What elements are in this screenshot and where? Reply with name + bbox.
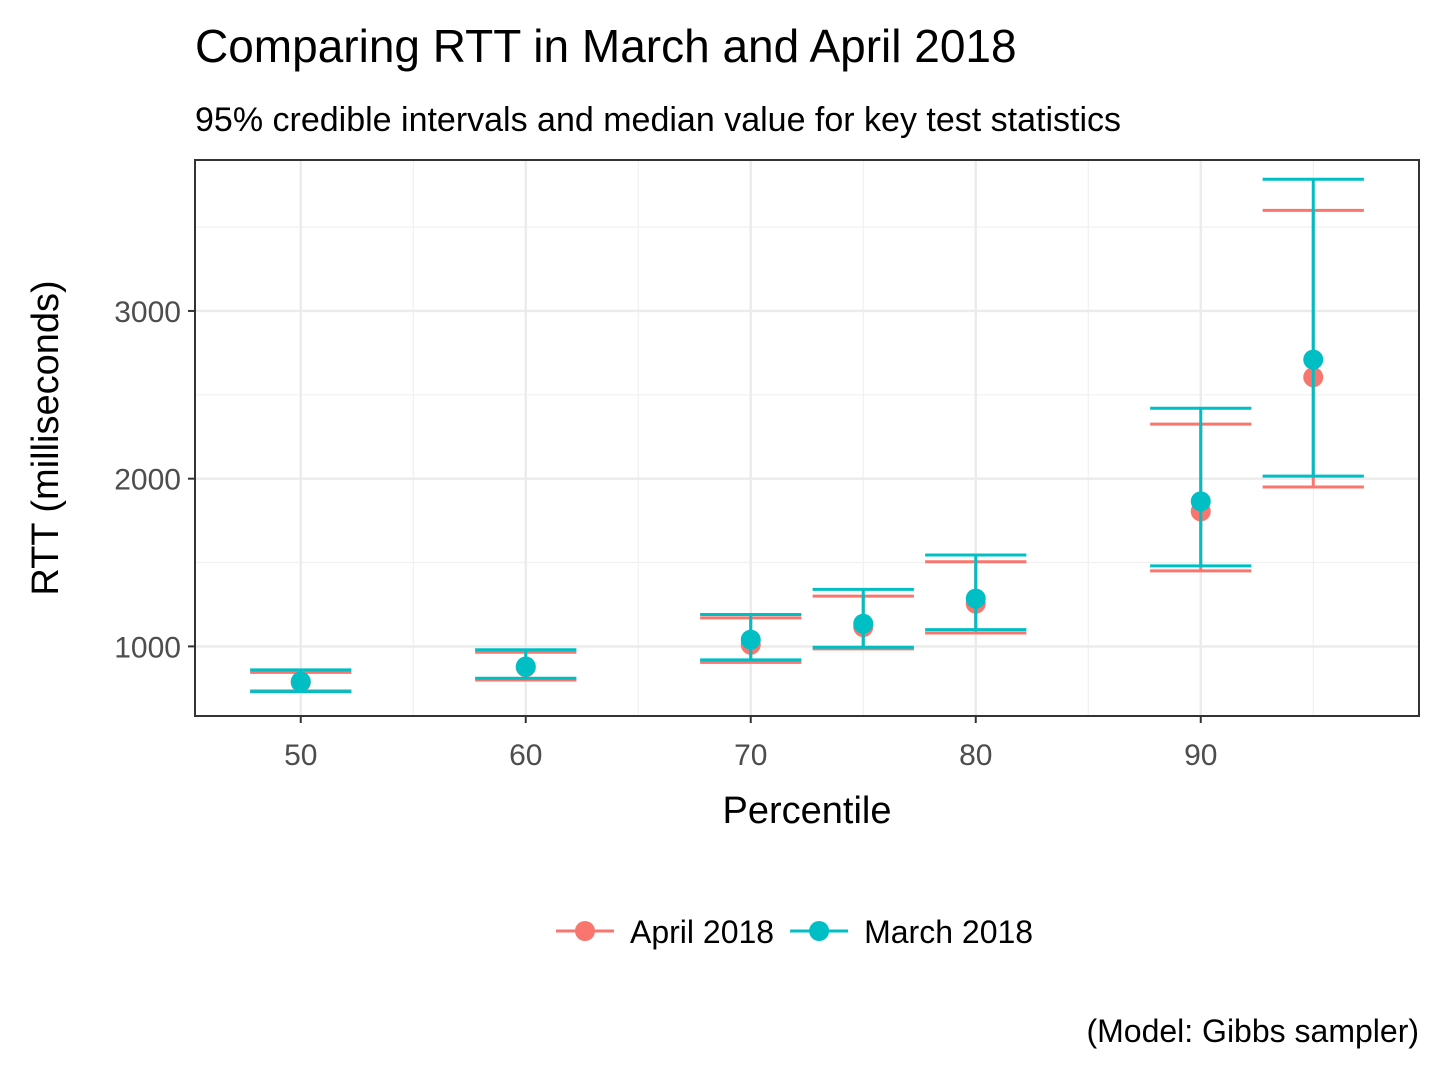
legend-key-point [809,921,830,941]
chart-caption: (Model: Gibbs sampler) [1086,1013,1419,1049]
median-point [515,656,536,677]
x-axis: 50 60 70 80 90 [284,716,1217,772]
y-tick-label: 2000 [114,464,181,497]
x-tick-label: 90 [1184,739,1217,772]
y-tick-label: 1000 [114,631,181,664]
plot-area [194,159,1420,717]
legend-key-point [575,921,595,941]
panel-background [195,160,1419,716]
median-point [290,671,311,692]
median-point [965,588,986,609]
legend-item: March 2018 [790,914,1033,950]
legend-label: March 2018 [864,914,1033,950]
legend: April 2018 March 2018 [556,914,1033,950]
legend-item: April 2018 [556,914,774,950]
x-tick-label: 70 [734,739,767,772]
chart-title: Comparing RTT in March and April 2018 [195,20,1017,72]
median-point [740,629,761,650]
median-point [1303,349,1324,370]
chart-subtitle: 95% credible intervals and median value … [195,101,1121,139]
data-marks [250,177,1364,694]
x-axis-title: Percentile [723,790,892,832]
median-point [853,613,874,634]
y-axis: 1000 2000 3000 [114,296,195,664]
series-march-2018 [250,177,1364,694]
panel-border [194,159,1420,717]
median-point [1190,491,1211,512]
x-tick-label: 80 [959,739,992,772]
x-tick-label: 60 [509,739,542,772]
x-tick-label: 50 [284,739,317,772]
y-axis-title: RTT (milliseconds) [25,280,67,595]
legend-label: April 2018 [630,914,774,950]
y-tick-label: 3000 [114,296,181,329]
